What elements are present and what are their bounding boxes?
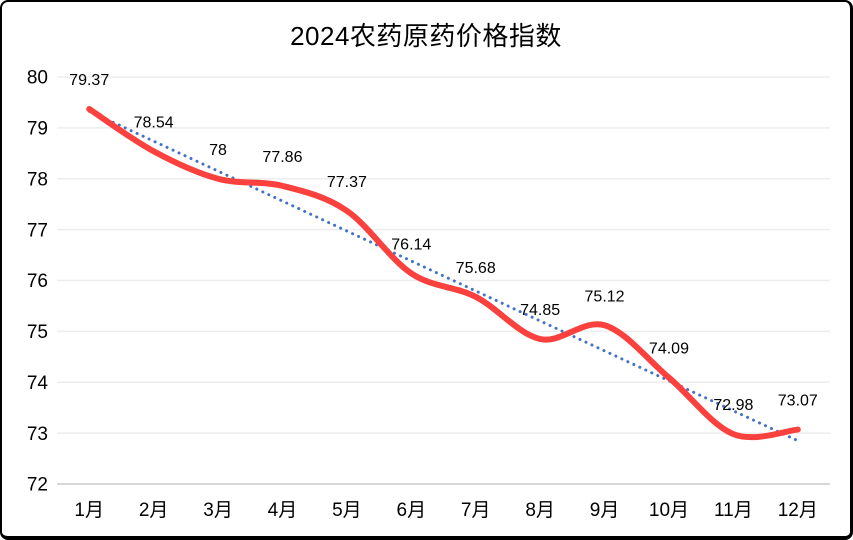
y-tick-label: 80 [27, 68, 48, 89]
chart-title: 2024农药原药价格指数 [290, 21, 562, 51]
x-axis-label: 12月 [778, 500, 818, 521]
data-label: 75.12 [585, 288, 625, 305]
data-label: 76.14 [391, 236, 431, 253]
price-index-line [86, 106, 801, 441]
y-tick-label: 78 [27, 169, 48, 190]
x-axis-label: 1月 [74, 500, 104, 521]
x-axis-label: 6月 [397, 500, 427, 521]
trendline [87, 109, 800, 443]
data-label: 74.09 [649, 341, 689, 358]
x-axis-label: 4月 [268, 500, 298, 521]
x-axis-label: 5月 [332, 500, 362, 521]
y-tick-label: 79 [27, 119, 48, 140]
y-tick-label: 72 [27, 475, 48, 496]
data-label: 78.54 [134, 114, 174, 131]
y-tick-label: 75 [27, 322, 48, 343]
x-axis-label: 7月 [461, 500, 491, 521]
y-tick-label: 73 [27, 424, 48, 445]
x-axis-label: 10月 [649, 500, 689, 521]
x-axis-label: 3月 [203, 500, 233, 521]
data-label: 77.37 [327, 174, 367, 191]
x-axis-label: 9月 [590, 500, 620, 521]
data-label: 78 [209, 142, 227, 159]
data-label: 75.68 [456, 260, 496, 277]
x-axis-label: 11月 [714, 500, 753, 521]
data-label: 74.85 [520, 302, 560, 319]
x-axis-label: 8月 [525, 500, 555, 521]
data-label: 72.98 [713, 397, 753, 414]
y-tick-label: 74 [27, 373, 49, 394]
y-tick-label: 77 [27, 220, 48, 241]
data-label: 73.07 [778, 393, 818, 410]
data-label: 77.86 [262, 149, 302, 166]
x-axis-label: 2月 [139, 500, 169, 521]
data-label: 79.37 [69, 72, 109, 89]
y-tick-label: 76 [27, 271, 48, 292]
